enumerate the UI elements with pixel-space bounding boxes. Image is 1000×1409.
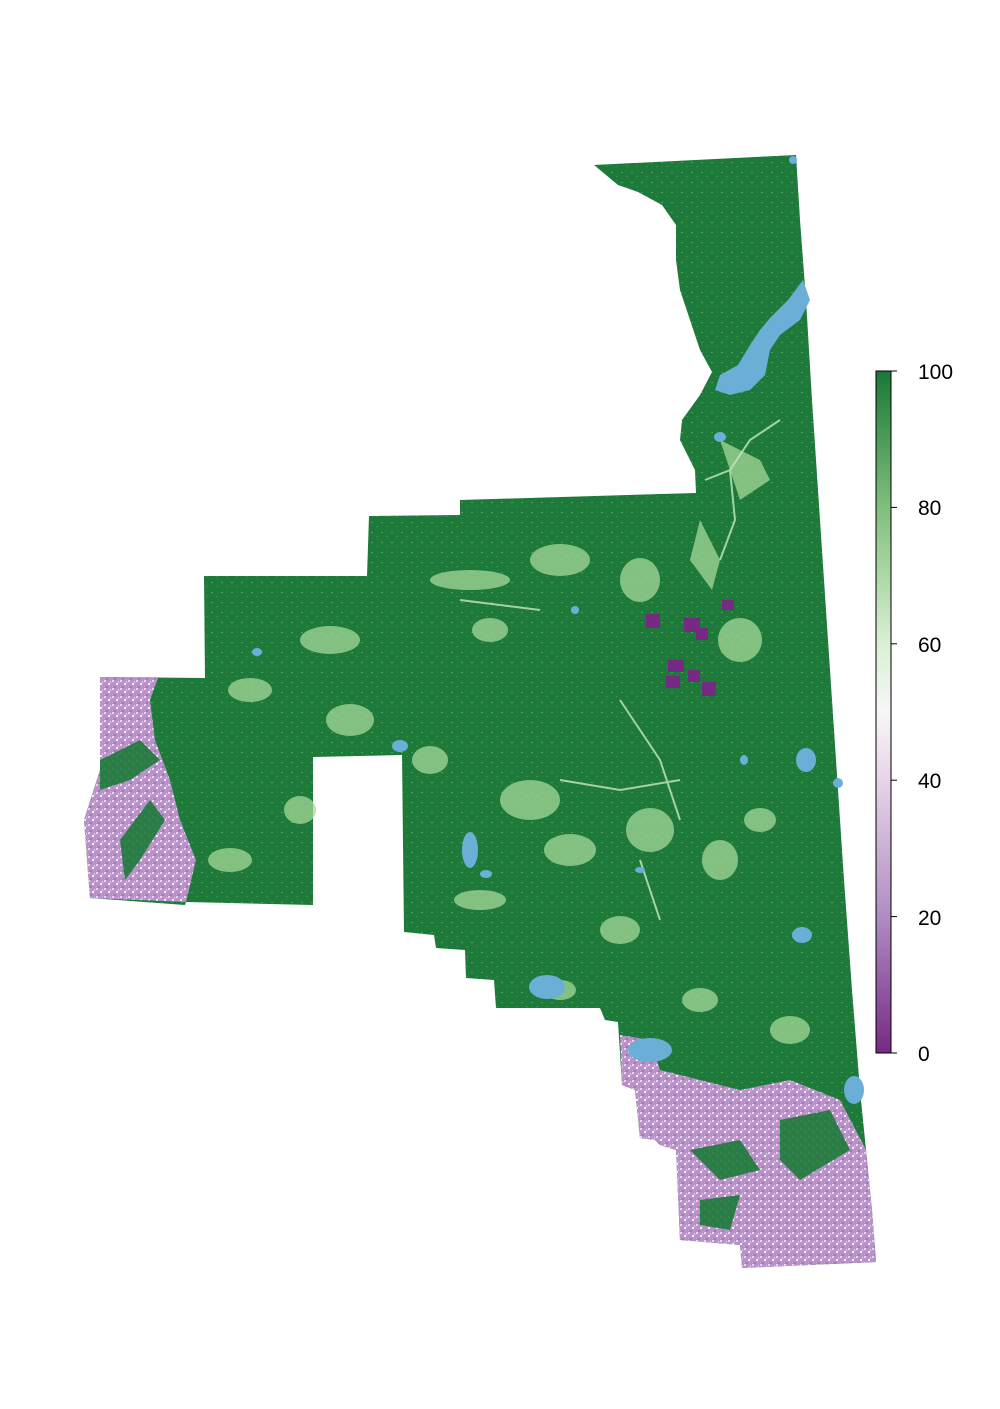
legend-tick-label: 80 (918, 497, 941, 520)
legend-colorbar (875, 370, 892, 1054)
legend-tick-label: 100 (918, 361, 953, 384)
legend-tick-label: 40 (918, 770, 941, 793)
legend-tick-label: 60 (918, 634, 941, 657)
green-channels (100, 740, 850, 1230)
forest-area (84, 155, 876, 1268)
light-forest-patches (208, 440, 810, 1044)
legend-tick-marks (891, 370, 897, 1054)
agricultural-areas (84, 677, 876, 1268)
legend-tick-label: 0 (918, 1043, 930, 1066)
linear-features (459, 419, 781, 921)
legend-tick-label: 20 (918, 907, 941, 930)
color-legend: 100 80 60 40 20 0 (875, 361, 953, 1066)
low-value-patches (646, 600, 734, 696)
water-bodies (252, 156, 864, 1104)
